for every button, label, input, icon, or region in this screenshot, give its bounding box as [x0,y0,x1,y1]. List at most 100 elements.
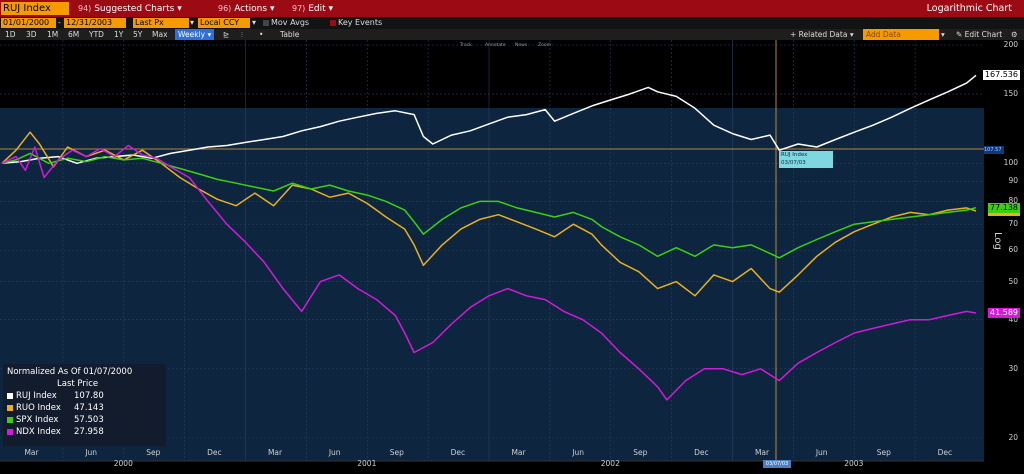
legend-value: 57.503 [74,415,104,425]
x-year-label: 2003 [844,459,864,468]
tooltip-line: RUJ Index 03/07/03 [781,152,808,166]
legend-swatch [7,392,13,399]
more-icon[interactable]: • [259,30,264,39]
edit-chart-label: Edit Chart [964,30,1003,39]
currency-select[interactable]: Local CCY [198,18,250,28]
y-tick-label: 80 [1008,196,1018,206]
checkbox-icon [263,19,269,26]
frequency-label: Weekly [178,30,206,39]
mini-toolbar-news[interactable]: News [515,42,528,48]
x-year-label: 2000 [113,459,133,468]
menu-label: Suggested Charts [94,4,175,14]
chevron-down-icon[interactable]: ▾ [190,18,195,27]
x-month-label: Mar [267,448,283,457]
mini-toolbar-zoom[interactable]: Zoom [538,42,551,48]
mini-toolbar: Track Annotate News Zoom [459,42,551,48]
y-axis-area [984,40,1024,461]
menu-label: Actions [234,4,268,14]
gear-icon[interactable]: ⚙ [1011,30,1018,39]
crosshair-tooltip: RUJ Index 03/07/03 Last Price 107.80 [779,151,833,174]
series-line-ruj[interactable] [1,74,977,165]
series-line-ndx[interactable] [1,144,977,401]
chart-title: Logarithmic Chart [926,3,1012,14]
y-tick-label: 40 [1008,314,1018,324]
y-tick-label: 90 [1008,176,1018,186]
x-year-label: 2002 [600,459,620,468]
x-month-label: Sep [146,448,161,457]
series-last-value-tag: 77.138 [988,202,1020,213]
ticker-input[interactable]: RUJ Index [1,2,69,15]
checkbox-icon [330,19,336,26]
edit-chart-button[interactable]: ✎ Edit Chart [956,30,1003,39]
chevron-down-icon: ▾ [177,4,182,14]
period-3d[interactable]: 3D [26,30,37,39]
legend-subheader: Last Price [57,379,99,389]
period-max[interactable]: Max [152,30,168,39]
line-chart-icon[interactable]: ⊵ [223,30,230,39]
mini-toolbar-annotate[interactable]: Annotate [485,42,506,48]
period-1d[interactable]: 1D [5,30,16,39]
related-data-menu[interactable]: + Related Data ▾ [790,30,854,39]
legend-swatch [7,416,13,423]
bar-chart-icon[interactable]: ⫶ [241,30,243,39]
edit-menu[interactable]: 97) Edit ▾ [292,2,333,15]
x-month-label: Dec [207,448,222,457]
options-toolbar: 01/01/2000 - 12/31/2003 Last Px ▾ Local … [0,17,1024,29]
legend-item[interactable]: SPX Index 57.503 [7,415,104,426]
series-last-value-tag: 41.589 [988,308,1020,318]
legend-name: NDX Index [16,427,61,437]
legend-panel: Normalized As Of 01/07/2000 Last Price R… [3,364,166,446]
crosshair-date-tag: 03/07/03 [763,460,791,468]
period-1y[interactable]: 1Y [114,30,124,39]
y-tick-label: 200 [1003,40,1018,49]
frequency-select[interactable]: Weekly ▾ [175,29,215,40]
plot-top-area [0,40,984,108]
legend-header: Normalized As Of 01/07/2000 [7,367,133,377]
chevron-down-icon[interactable]: ▾ [941,30,945,39]
legend-value: 47.143 [74,403,104,413]
series-lines [1,74,977,401]
y-tick-label: 150 [1003,89,1018,99]
series-line-ruo[interactable] [1,131,977,297]
period-5y[interactable]: 5Y [133,30,143,39]
crosshair-value-tag: 107.57 [984,146,1004,154]
period-ytd[interactable]: YTD [89,30,104,39]
legend-value: 27.958 [74,427,104,437]
tooltip-line: Last Price 107.80 [781,168,829,174]
actions-menu[interactable]: 96) Actions ▾ [218,2,274,15]
chevron-down-icon: ▾ [269,4,275,14]
y-tick-label: 30 [1008,363,1018,373]
add-data-input[interactable]: Add Data [863,29,939,40]
x-month-label: Sep [633,448,648,457]
top-toolbar: RUJ Index 94) Suggested Charts ▾ 96) Act… [0,0,1024,17]
legend-item[interactable]: NDX Index 27.958 [7,427,104,438]
legend-item[interactable]: RUJ Index 107.80 [7,391,104,402]
mini-toolbar-track[interactable]: Track [459,42,472,48]
period-6m[interactable]: 6M [68,30,80,39]
legend-item[interactable]: RUO Index 47.143 [7,403,104,414]
legend-name: RUJ Index [16,391,57,401]
x-month-label: Dec [937,448,953,457]
key-events-toggle[interactable]: Key Events [330,17,382,29]
date-separator: - [58,18,61,27]
legend-swatch [7,404,13,411]
end-date-field[interactable]: 12/31/2003 [64,18,126,28]
x-month-label: Mar [511,448,526,457]
price-field-select[interactable]: Last Px [133,18,189,28]
x-month-label: Jun [328,448,341,457]
start-date-field[interactable]: 01/01/2000 [1,18,56,28]
series-line-spx[interactable] [1,152,977,259]
table-button[interactable]: Table [280,30,300,39]
menu-number: 94) [78,4,92,13]
x-month-label: Jun [572,448,585,457]
menu-number: 96) [218,4,232,13]
x-month-label: Mar [754,448,770,457]
related-data-label: + Related Data [790,30,848,39]
key-events-label: Key Events [338,18,383,27]
mov-avgs-toggle[interactable]: Mov Avgs [263,17,309,29]
suggested-charts-menu[interactable]: 94) Suggested Charts ▾ [78,2,182,15]
chevron-down-icon: ▾ [328,4,334,14]
chevron-down-icon[interactable]: ▾ [252,18,257,27]
x-month-label: Mar [24,448,39,457]
period-1m[interactable]: 1M [47,30,59,39]
